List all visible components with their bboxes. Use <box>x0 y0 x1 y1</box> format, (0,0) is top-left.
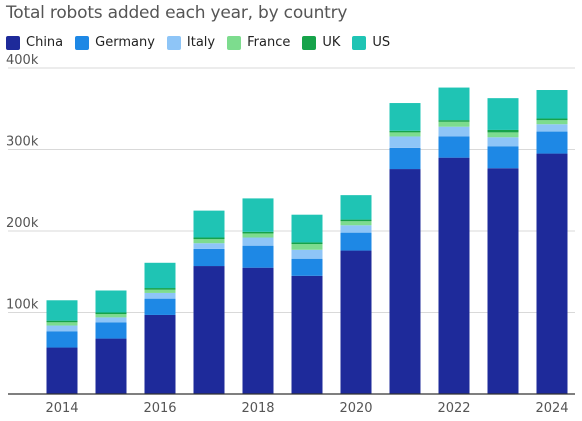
legend-swatch-china <box>6 35 20 50</box>
bar-segment-uk-2018 <box>242 231 274 234</box>
bar-segment-italy-2015 <box>95 317 127 323</box>
bar-segment-uk-2022 <box>438 120 470 122</box>
legend-item-china: China <box>6 35 63 50</box>
bar-segment-china-2024 <box>536 153 568 394</box>
bar-segment-us-2018 <box>242 198 274 232</box>
bar-segment-us-2014 <box>46 300 78 321</box>
bar-segment-china-2017 <box>193 266 225 394</box>
bar-segment-uk-2021 <box>389 130 421 133</box>
x-tick-label: 2022 <box>437 401 470 416</box>
bar-segment-china-2020 <box>340 250 372 394</box>
bar-segment-germany-2019 <box>291 258 323 276</box>
bar-segment-france-2023 <box>487 132 519 138</box>
bar-segment-china-2023 <box>487 168 519 394</box>
legend-item-italy: Italy <box>166 35 216 50</box>
bar-segment-italy-2016 <box>144 292 176 299</box>
bar-segment-france-2015 <box>95 314 127 318</box>
bar-segment-germany-2023 <box>487 146 519 169</box>
bar-segment-us-2022 <box>438 87 470 121</box>
bar-segment-china-2021 <box>389 169 421 394</box>
legend-label-us: US <box>372 35 391 50</box>
bar-segment-china-2018 <box>242 267 274 394</box>
bar-segment-italy-2014 <box>46 325 78 332</box>
bar-segment-germany-2015 <box>95 322 127 339</box>
x-tick-label: 2020 <box>339 401 372 416</box>
legend-swatch-uk <box>302 35 317 50</box>
bar-segment-germany-2016 <box>144 298 176 315</box>
x-tick-label: 2016 <box>143 401 176 416</box>
bar-segment-us-2020 <box>340 195 372 220</box>
y-tick-label: 400k <box>6 53 39 68</box>
bar-segment-germany-2022 <box>438 136 470 158</box>
bar-segment-italy-2017 <box>193 243 225 249</box>
bar-segment-germany-2021 <box>389 147 421 170</box>
legend-item-uk: UK <box>302 35 340 50</box>
bar-segment-us-2016 <box>144 262 176 289</box>
x-tick-label: 2014 <box>45 401 78 416</box>
bar-segment-uk-2024 <box>536 118 568 121</box>
bar-segment-uk-2017 <box>193 237 225 240</box>
bar-segment-germany-2017 <box>193 248 225 267</box>
bar-segment-italy-2023 <box>487 137 519 147</box>
bar-segment-germany-2024 <box>536 131 568 154</box>
bar-segment-france-2024 <box>536 120 568 125</box>
bar-segment-france-2018 <box>242 233 274 238</box>
legend-item-germany: Germany <box>75 35 155 50</box>
bar-segment-italy-2018 <box>242 237 274 246</box>
legend-swatch-germany <box>75 35 90 50</box>
bar-segment-germany-2014 <box>46 331 78 348</box>
bar-segment-italy-2022 <box>438 126 470 137</box>
bar-segment-china-2022 <box>438 157 470 394</box>
bar-segment-us-2023 <box>487 98 519 130</box>
bar-segment-france-2022 <box>438 121 470 127</box>
bar-segment-us-2019 <box>291 214 323 243</box>
bar-segment-germany-2018 <box>242 245 274 268</box>
bar-segment-china-2019 <box>291 275 323 394</box>
bar-segment-us-2017 <box>193 210 225 238</box>
bar-segment-us-2024 <box>536 90 568 119</box>
legend-swatch-france <box>227 35 242 50</box>
legend-label-uk: UK <box>322 35 341 50</box>
y-tick-label: 100k <box>6 298 39 313</box>
bar-segment-uk-2016 <box>144 288 176 290</box>
chart-legend: China Germany Italy France UK US <box>6 35 402 50</box>
bar-segment-france-2014 <box>46 322 78 326</box>
legend-swatch-us <box>352 35 367 50</box>
bar-segment-us-2021 <box>389 103 421 131</box>
y-tick-label: 200k <box>6 216 39 231</box>
bar-segment-uk-2014 <box>46 320 78 323</box>
bar-segment-us-2015 <box>95 290 127 313</box>
chart-title: Total robots added each year, by country <box>6 3 348 23</box>
bar-segment-uk-2020 <box>340 219 372 222</box>
legend-item-france: France <box>227 35 290 50</box>
bar-segment-france-2020 <box>340 221 372 226</box>
bar-segment-france-2019 <box>291 244 323 250</box>
y-tick-label: 300k <box>6 135 39 150</box>
legend-label-germany: Germany <box>95 35 155 50</box>
x-tick-label: 2018 <box>241 401 274 416</box>
legend-label-italy: Italy <box>186 35 216 50</box>
bar-segment-uk-2023 <box>487 129 519 133</box>
x-tick-label: 2024 <box>535 401 568 416</box>
bar-segment-france-2016 <box>144 289 176 293</box>
legend-swatch-italy <box>166 35 181 50</box>
legend-label-france: France <box>247 35 291 50</box>
bar-segment-china-2014 <box>46 347 78 394</box>
bar-segment-china-2016 <box>144 314 176 394</box>
bar-segment-uk-2019 <box>291 242 323 245</box>
bar-segment-china-2015 <box>95 338 127 394</box>
bar-segment-italy-2021 <box>389 136 421 148</box>
bar-segment-italy-2019 <box>291 249 323 259</box>
bar-segment-germany-2020 <box>340 232 372 251</box>
bar-segment-italy-2024 <box>536 124 568 132</box>
bar-segment-uk-2015 <box>95 312 127 315</box>
legend-item-us: US <box>352 35 390 50</box>
legend-label-china: China <box>26 35 64 50</box>
bar-segment-france-2017 <box>193 239 225 244</box>
bar-segment-italy-2020 <box>340 225 372 233</box>
bar-segment-france-2021 <box>389 132 421 137</box>
